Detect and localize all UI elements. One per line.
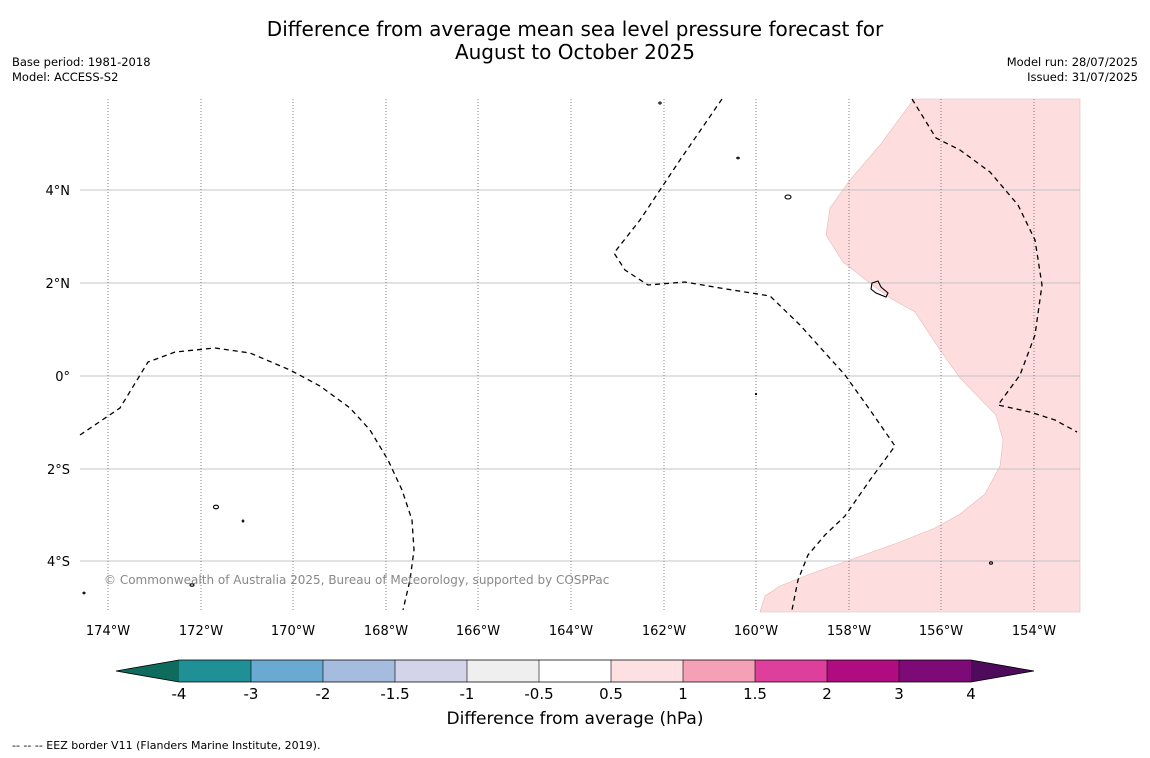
colorbar-swatch-3	[323, 660, 395, 682]
island-1	[658, 101, 662, 105]
lon-label-168w: 168°W	[364, 624, 408, 639]
lat-labels: 4°N 2°N 0° 2°S 4°S	[46, 184, 71, 570]
colorbar-tick: 2	[822, 685, 832, 703]
colorbar-tick: 3	[894, 685, 904, 703]
islands	[82, 101, 994, 595]
eez-border-west	[79, 347, 415, 611]
copyright-text: © Commonwealth of Australia 2025, Bureau…	[104, 573, 609, 587]
meta-left: Base period: 1981-2018 Model: ACCESS-S2	[12, 55, 151, 85]
colorbar-ticks: -4 -3 -2 -1.5 -1 -0.5 0.5 1 1.5 2 3 4	[172, 685, 976, 703]
title-line-2: August to October 2025	[454, 40, 696, 64]
island-7	[189, 583, 195, 587]
colorbar-dividers	[250, 660, 900, 682]
island-4	[870, 280, 889, 298]
lat-label-4s: 4°S	[47, 555, 70, 570]
colorbar-swatch-5	[467, 660, 539, 682]
eez-border-east	[911, 98, 1078, 433]
island-5	[212, 504, 220, 510]
map-title: Difference from average mean sea level p…	[0, 18, 1150, 64]
colorbar-swatch-6	[539, 660, 611, 682]
island-3	[784, 194, 792, 200]
eez-legend-note: -- -- -- EEZ border V11 (Flanders Marine…	[12, 739, 321, 752]
eez-border-central	[613, 98, 896, 611]
lon-label-174w: 174°W	[86, 624, 130, 639]
title-line-1: Difference from average mean sea level p…	[266, 17, 884, 41]
lon-label-162w: 162°W	[642, 624, 686, 639]
colorbar-tick: -0.5	[524, 685, 553, 703]
base-period: Base period: 1981-2018	[12, 55, 151, 69]
meta-right: Model run: 28/07/2025 Issued: 31/07/2025	[1007, 55, 1138, 85]
lon-labels: 174°W 172°W 170°W 168°W 166°W 164°W 162°…	[86, 624, 1056, 639]
colorbar-extend-low	[116, 660, 179, 682]
issued-date: Issued: 31/07/2025	[1027, 70, 1138, 84]
colorbar-tick: 1	[678, 685, 688, 703]
colorbar-tick: -2	[316, 685, 331, 703]
colorbar-swatch-8	[683, 660, 755, 682]
lon-label-156w: 156°W	[919, 624, 963, 639]
colorbar-tick: -3	[244, 685, 259, 703]
lon-label-170w: 170°W	[271, 624, 315, 639]
model-run: Model run: 28/07/2025	[1006, 55, 1138, 69]
island-10	[988, 561, 994, 565]
lon-label-164w: 164°W	[549, 624, 593, 639]
eez-borders	[79, 98, 1078, 611]
lat-gridlines	[80, 189, 1080, 562]
colorbar-tick: 0.5	[599, 685, 623, 703]
colorbar-tick: 1.5	[743, 685, 767, 703]
lon-label-166w: 166°W	[456, 624, 500, 639]
colorbar-swatch-9	[755, 660, 827, 682]
lon-label-172w: 172°W	[179, 624, 223, 639]
colorbar-tick: 4	[966, 685, 976, 703]
colorbar	[115, 659, 1035, 683]
island-9	[754, 392, 758, 396]
colorbar-swatch-2	[251, 660, 323, 682]
colorbar-tick: -1.5	[380, 685, 409, 703]
colorbar-tick: -4	[172, 685, 187, 703]
colorbar-label: Difference from average (hPa)	[446, 709, 704, 729]
colorbar-swatch-1	[179, 660, 251, 682]
colorbar-swatch-10	[827, 660, 899, 682]
colorbar-tick: -1	[460, 685, 475, 703]
island-2	[736, 156, 740, 160]
lat-label-2n: 2°N	[46, 277, 71, 292]
island-6	[241, 519, 245, 523]
colorbar-swatch-7	[611, 660, 683, 682]
island-8	[82, 591, 86, 595]
model-name: Model: ACCESS-S2	[12, 70, 119, 84]
lon-label-154w: 154°W	[1012, 624, 1056, 639]
anomaly-region	[759, 98, 1081, 613]
lat-label-eq: 0°	[55, 370, 70, 385]
colorbar-swatch-11	[899, 660, 971, 682]
colorbar-extend-high	[971, 660, 1034, 682]
colorbar-swatch-4	[395, 660, 467, 682]
lat-label-2s: 2°S	[47, 463, 70, 478]
lon-label-160w: 160°W	[734, 624, 778, 639]
lat-label-4n: 4°N	[46, 184, 71, 199]
lon-label-158w: 158°W	[827, 624, 871, 639]
colorbar-outline	[115, 659, 1035, 683]
